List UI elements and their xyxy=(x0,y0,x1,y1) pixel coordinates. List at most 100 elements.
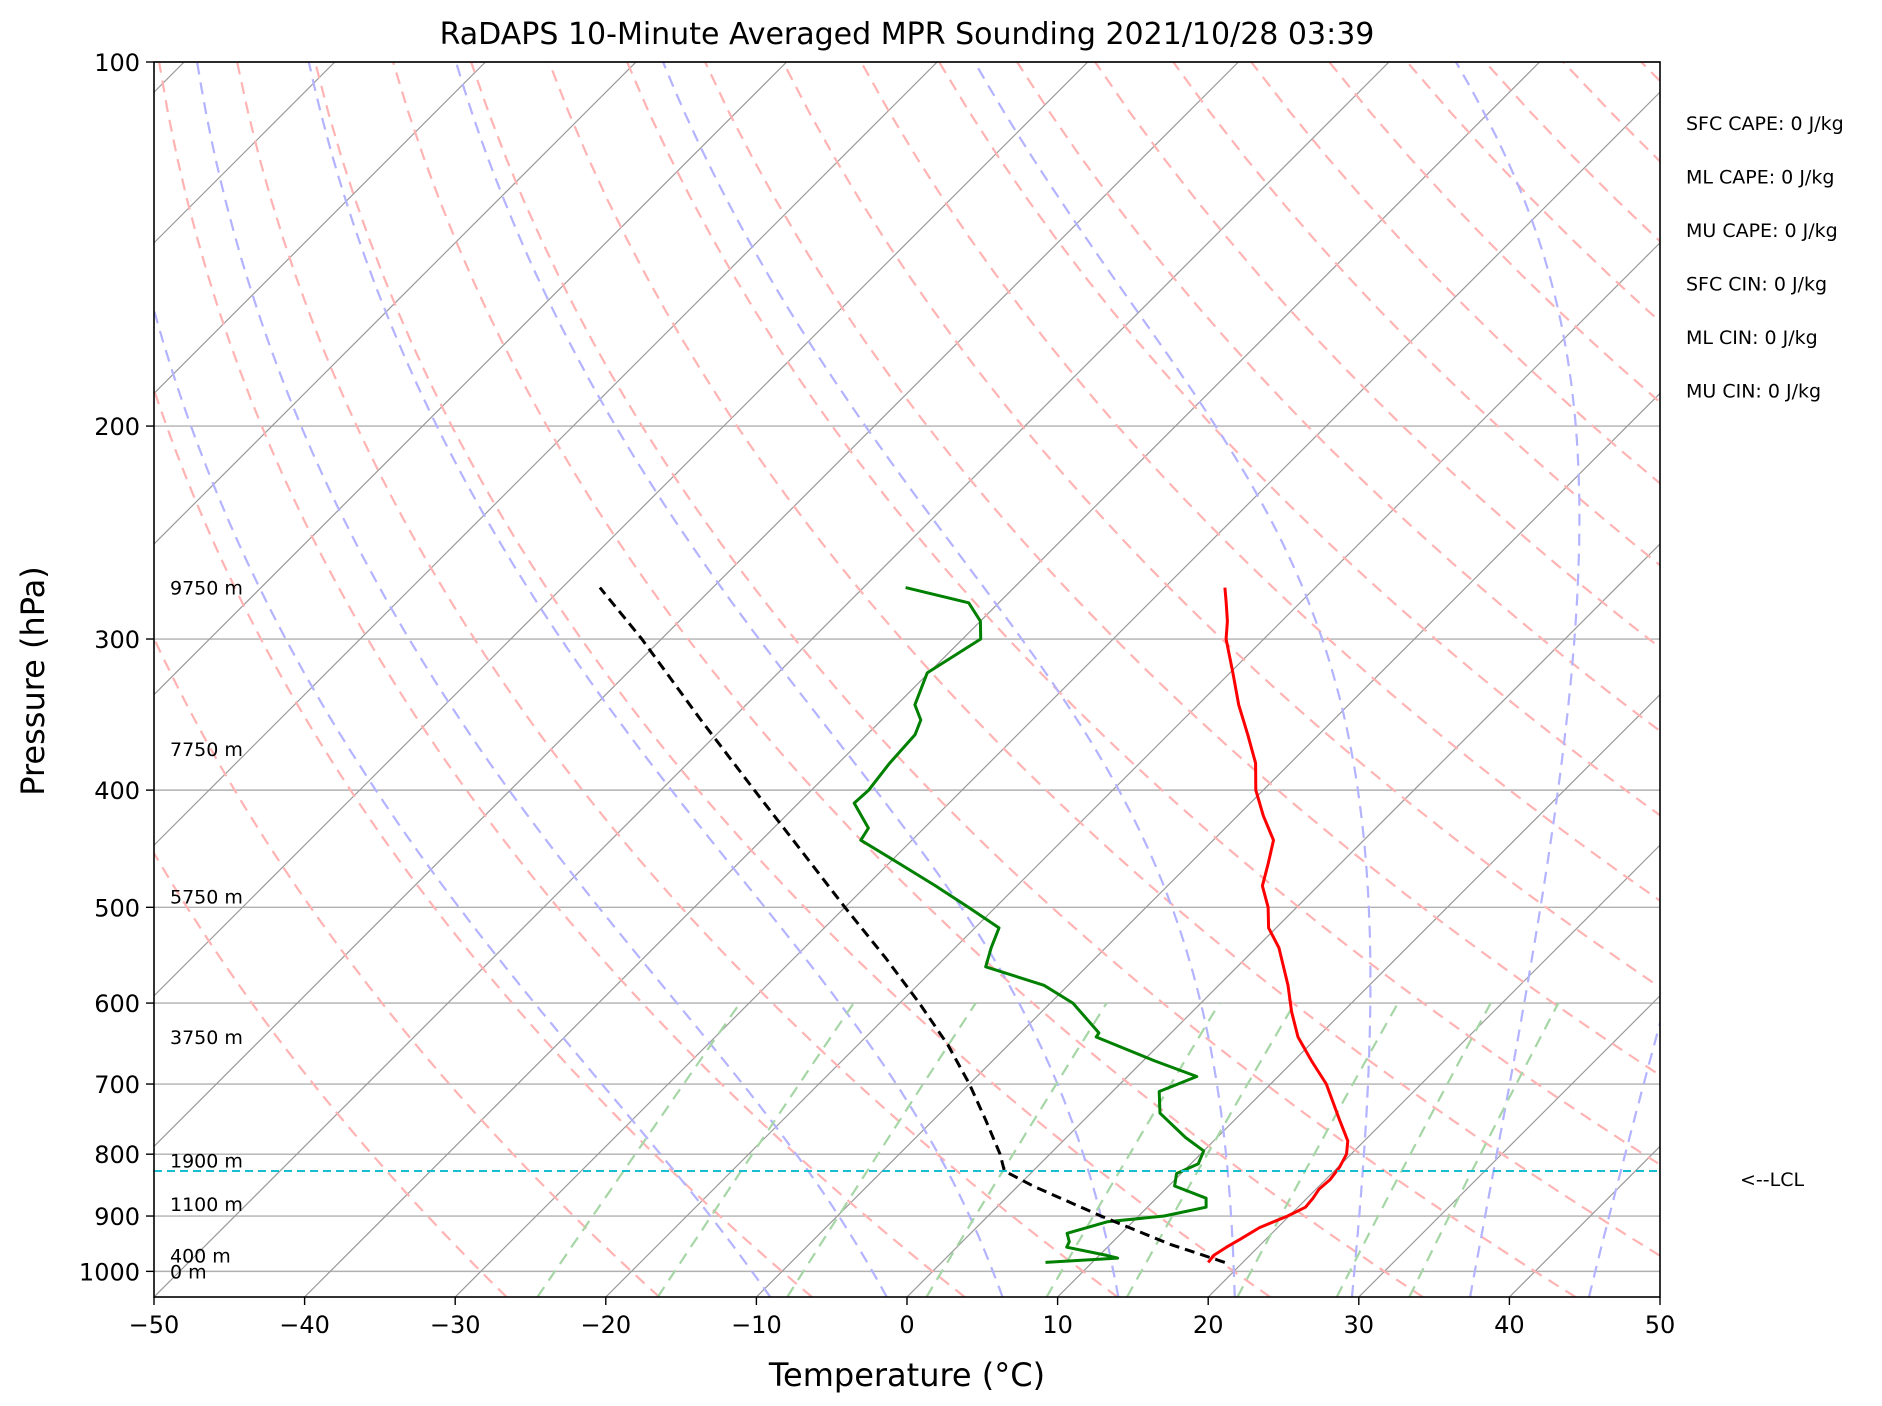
dry-adiabat-line xyxy=(158,62,966,1297)
dry-adiabat-line xyxy=(1172,62,1660,567)
dry-adiabat-line xyxy=(470,62,1577,1297)
pressure-gridlines xyxy=(154,61,1660,1273)
height-label: 3750 m xyxy=(170,1027,243,1049)
dry-adiabat-line xyxy=(1406,62,1660,323)
dry-adiabat-line xyxy=(1016,62,1660,733)
dry-adiabat-line xyxy=(392,62,1424,1297)
index-label: MU CIN: 0 J/kg xyxy=(1686,381,1821,403)
isotherm-line xyxy=(1207,844,1660,1297)
isotherm-line xyxy=(304,62,1541,1297)
dry-adiabat-line xyxy=(860,62,1660,903)
profile-line-1 xyxy=(1207,587,1350,1264)
sounding-profiles xyxy=(598,586,1350,1264)
chart-title: RaDAPS 10-Minute Averaged MPR Sounding 2… xyxy=(440,17,1375,52)
x-tick-label: −40 xyxy=(279,1311,330,1339)
dry-adiabat-line xyxy=(154,386,813,1297)
y-tick-label: 500 xyxy=(94,894,140,922)
mixing-ratio-line xyxy=(1335,1002,1492,1297)
mixing-ratio-line xyxy=(656,1002,855,1297)
y-tick-label: 400 xyxy=(94,777,140,805)
moist-adiabat-line xyxy=(307,62,1004,1297)
isotherm-line xyxy=(154,62,1089,997)
x-tick-label: 50 xyxy=(1645,1311,1676,1339)
dry-adiabat-line xyxy=(782,62,1660,989)
x-axis-label: Temperature (°C) xyxy=(768,1356,1045,1394)
isotherm-line xyxy=(1659,1296,1660,1297)
dry-adiabat-line xyxy=(314,62,1271,1297)
mixing-ratio-line xyxy=(536,1002,741,1297)
index-label: ML CIN: 0 J/kg xyxy=(1686,327,1818,349)
height-label: 5750 m xyxy=(170,887,243,909)
moist-adiabat-line xyxy=(454,62,1120,1297)
height-label: 1100 m xyxy=(170,1194,243,1216)
mixing-ratio-line xyxy=(1236,1002,1399,1297)
y-tick-label: 600 xyxy=(94,990,140,1018)
y-tick-label: 900 xyxy=(94,1203,140,1231)
y-tick-label: 800 xyxy=(94,1141,140,1169)
height-labels: 9750 m 7750 m 5750 m 3750 m 1900 m 1100 m 400 … xyxy=(170,578,243,1284)
dry-adiabat-line xyxy=(236,62,1119,1297)
y-tick-label: 300 xyxy=(94,626,140,654)
dry-adiabat-line xyxy=(626,62,1660,1166)
isotherm-line xyxy=(154,62,1390,1297)
x-tick-label: 40 xyxy=(1494,1311,1525,1339)
index-label: SFC CAPE: 0 J/kg xyxy=(1686,113,1844,135)
x-tick-label: 20 xyxy=(1193,1311,1224,1339)
y-tick-label: 100 xyxy=(94,49,140,77)
stability-indices: SFC CAPE: 0 J/kg ML CAPE: 0 J/kg MU CAPE: … xyxy=(1686,113,1844,403)
dry-adiabat-line xyxy=(1094,62,1660,649)
isotherm-line xyxy=(454,91,1660,1297)
x-tick-label: −10 xyxy=(731,1311,782,1339)
x-tick-label: −30 xyxy=(430,1311,481,1339)
height-label: 400 m xyxy=(170,1245,231,1267)
isotherm-line xyxy=(154,62,1239,1148)
isotherm-line xyxy=(154,62,486,395)
height-label: 1900 m xyxy=(170,1151,243,1173)
profile-line-3 xyxy=(598,586,1226,1264)
isotherm-line xyxy=(906,543,1660,1297)
dry-adiabat-line xyxy=(1797,62,1882,1297)
dry-adiabat-line xyxy=(704,62,1660,1077)
dry-adiabat-line xyxy=(1640,62,1660,83)
x-tick-label: 30 xyxy=(1344,1311,1375,1339)
y-axis-ticks: 100 200 300 400 500 600 700 800 900 1000 xyxy=(79,49,154,1286)
x-tick-label: −50 xyxy=(129,1311,180,1339)
isotherm-line xyxy=(154,62,938,847)
dry-adiabat-line xyxy=(1875,62,1882,1297)
moist-adiabat-line xyxy=(154,305,772,1297)
y-tick-label: 700 xyxy=(94,1071,140,1099)
x-tick-label: 0 xyxy=(899,1311,914,1339)
index-label: ML CAPE: 0 J/kg xyxy=(1686,167,1834,189)
isotherm-line xyxy=(1057,693,1660,1297)
x-tick-label: −20 xyxy=(580,1311,631,1339)
height-label: 9750 m xyxy=(170,578,243,600)
dry-adiabat-line xyxy=(938,62,1660,817)
dry-adiabat-line xyxy=(548,62,1660,1258)
dry-adiabat-line xyxy=(154,851,508,1297)
mixing-ratio-line xyxy=(786,1002,977,1297)
isotherm-line xyxy=(154,62,788,696)
index-label: MU CAPE: 0 J/kg xyxy=(1686,220,1838,242)
mixing-ratio-line xyxy=(925,1002,1108,1297)
height-label: 7750 m xyxy=(170,739,243,761)
dry-adiabat-line xyxy=(1250,62,1660,485)
isotherm-line xyxy=(605,241,1660,1297)
y-tick-label: 1000 xyxy=(79,1258,140,1286)
dry-adiabat-line xyxy=(1719,62,1882,1297)
moist-adiabat-line xyxy=(196,62,888,1297)
isotherm-line xyxy=(1508,1145,1660,1297)
height-label: 0 m xyxy=(170,1261,207,1283)
isotherm-line xyxy=(154,62,637,545)
profile-line-2 xyxy=(852,586,1208,1264)
dry-adiabat-line xyxy=(1562,62,1660,163)
dry-adiabat-line xyxy=(1328,62,1660,404)
plot-frame xyxy=(153,61,1661,1298)
moist-adiabat-line xyxy=(1455,62,1581,1297)
moist-adiabat-line xyxy=(661,62,1236,1297)
index-label: SFC CIN: 0 J/kg xyxy=(1686,274,1827,296)
moist-adiabat-line xyxy=(973,62,1372,1297)
moist-adiabat-line xyxy=(1587,1019,1660,1297)
dry-adiabat-line xyxy=(154,635,661,1297)
y-tick-label: 200 xyxy=(94,413,140,441)
